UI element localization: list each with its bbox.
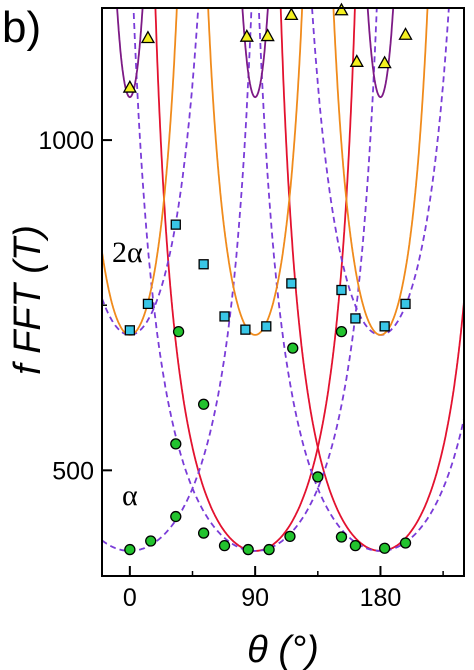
triangle-point-8: [398, 27, 413, 40]
square-point-2: [170, 219, 181, 230]
fit-curve-5: [102, 8, 200, 336]
x-tick-label: 180: [360, 584, 402, 612]
triangle-point-0: [122, 79, 137, 93]
triangle-point-4: [284, 7, 299, 21]
square-point-0: [124, 325, 135, 336]
fit-curve-9: [332, 8, 429, 336]
triangle-point-6: [349, 54, 364, 67]
fit-curve-8: [102, 8, 178, 336]
circle-point-4: [172, 325, 185, 338]
square-point-9: [350, 313, 361, 324]
annotations: 2α α: [112, 236, 143, 512]
circle-point-13: [335, 325, 348, 338]
square-point-1: [142, 298, 154, 310]
fit-curve-2: [132, 8, 378, 552]
fit-curve-3: [257, 8, 464, 552]
fit-curve-11: [241, 8, 269, 99]
circle-point-14: [335, 531, 348, 543]
square-point-5: [240, 324, 251, 335]
y-tick-label: 500: [52, 457, 94, 485]
circle-point-17: [399, 537, 412, 549]
circle-point-1: [145, 535, 157, 547]
fit-curves: [102, 8, 464, 552]
data-points: [122, 2, 413, 556]
circle-point-10: [284, 530, 296, 543]
x-axis-label: θ (°): [247, 629, 319, 670]
triangle-point-1: [140, 30, 156, 44]
fit-curve-6: [311, 8, 450, 336]
annotation-0: 2α: [112, 236, 143, 269]
square-point-10: [379, 321, 390, 332]
x-axis-ticks: 0 90 180: [123, 566, 444, 612]
triangle-point-3: [260, 28, 275, 42]
circle-point-2: [170, 510, 182, 523]
triangle-point-2: [239, 29, 254, 42]
triangle-point-7: [377, 55, 392, 69]
square-point-6: [261, 321, 272, 332]
x-tick-label: 0: [123, 584, 137, 612]
square-point-8: [336, 284, 347, 296]
y-tick-label: 1000: [38, 127, 94, 155]
fit-curve-0: [154, 8, 356, 552]
fit-curve-7: [207, 8, 304, 336]
circle-point-11: [287, 342, 299, 354]
triangle-point-5: [334, 2, 349, 16]
square-point-4: [219, 311, 230, 322]
y-axis-ticks: 500 1000: [38, 127, 112, 485]
x-tick-label: 90: [241, 584, 269, 612]
panel-label: b): [2, 3, 41, 52]
circle-point-12: [312, 471, 324, 483]
fit-curve-1: [279, 8, 464, 552]
square-point-7: [286, 278, 297, 289]
circle-point-6: [197, 527, 210, 539]
square-point-3: [198, 259, 209, 270]
annotation-1: α: [122, 479, 138, 512]
fit-curve-12: [366, 8, 395, 99]
y-axis-label: f FFT (T): [7, 225, 49, 375]
circle-point-9: [263, 543, 275, 556]
fit-curve-10: [116, 8, 144, 99]
plot-frame: [101, 7, 465, 577]
square-point-11: [400, 298, 411, 310]
circle-point-7: [218, 539, 231, 552]
circle-point-15: [349, 539, 362, 552]
circle-point-5: [197, 398, 210, 410]
circle-point-0: [124, 543, 136, 556]
circle-point-16: [378, 542, 391, 554]
circle-point-3: [170, 438, 182, 450]
circle-point-8: [242, 543, 254, 556]
